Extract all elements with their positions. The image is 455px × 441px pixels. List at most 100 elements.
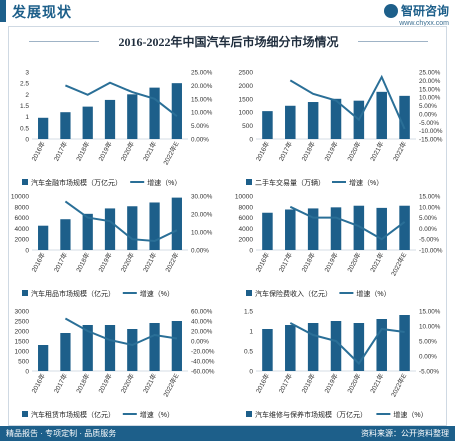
legend-line-label: 增速（%） [349, 178, 383, 187]
legend-bar-label: 汽车金融市场规模（万亿元） [31, 178, 122, 187]
x-tick-label: 2016年 [253, 371, 271, 394]
x-tick-label: 2022年E [161, 139, 181, 166]
x-tick-label: 2022年 [391, 139, 409, 162]
y-tick-label: 2500 [15, 319, 30, 326]
legend-bar-swatch [246, 290, 252, 296]
y2-tick-label: 10.00% [191, 110, 213, 117]
y-tick-label: 2000 [239, 83, 254, 90]
y-tick-label: 1 [249, 329, 253, 336]
chart-panel-auto-finance: 0 0.5 1 1.5 2 2.5 3 0.00% 5.00% 10.00% 15.00% 20.00… [20, 70, 213, 188]
y2-tick-label: 5.00% [419, 215, 437, 222]
x-tick-label: 2021年 [368, 250, 386, 273]
y2-tick-label: 20.00% [191, 212, 213, 219]
bar-2017年 [60, 219, 71, 250]
bar-2022年 [399, 95, 410, 139]
y-tick-label: 4000 [15, 226, 30, 233]
footer: 精品报告 · 专项定制 · 品质服务 资料来源：公开资料整理 [0, 426, 455, 441]
x-tick-label: 2019年 [96, 250, 114, 273]
y2-tick-label: 0.00% [191, 137, 209, 144]
y-tick-label: 2000 [15, 237, 30, 244]
bar-2016年 [262, 212, 273, 250]
y2-tick-label: 20.00% [191, 329, 213, 336]
brand-url: www.chyxx.com [399, 20, 449, 27]
x-tick-label: 2016年 [29, 371, 47, 394]
legend-line-label: 增速（%） [140, 410, 174, 419]
y2-tick-label: 60.00% [191, 309, 213, 316]
y2-tick-label: -20.00% [191, 349, 215, 356]
bar-2021年 [376, 207, 387, 250]
bar-2021年 [149, 323, 160, 371]
y2-tick-label: 0.00% [419, 226, 437, 233]
y-tick-label: 8000 [15, 204, 30, 211]
x-tick-label: 2020年 [118, 250, 136, 273]
y2-tick-label: -60.00% [191, 369, 215, 376]
bar-2017年 [285, 209, 296, 250]
y2-tick-label: 0.00% [191, 248, 209, 255]
y2-tick-label: 15.00% [419, 86, 441, 93]
y-tick-label: 4000 [239, 226, 254, 233]
chart-panel-auto-repair: 0 0.5 1 1.5 -5.00% 0.00% 5.00% 10.00% 15.00% 2016… [244, 309, 441, 420]
y2-tick-label: -10.00% [419, 128, 443, 135]
x-tick-label: 2017年 [276, 250, 294, 273]
bar-2020年 [127, 94, 138, 139]
x-tick-label: 2017年 [276, 371, 294, 394]
bar-2018年 [82, 106, 93, 139]
x-tick-label: 2018年 [74, 139, 92, 162]
growth-line [289, 74, 406, 130]
x-tick-label: 2019年 [96, 371, 114, 394]
header-accent-bar [0, 0, 6, 22]
y-tick-label: 0.5 [244, 349, 253, 356]
y-tick-label: 1.5 [244, 309, 253, 316]
x-tick-label: 2022年E [161, 371, 181, 398]
bar-2019年 [104, 325, 116, 371]
y-tick-label: 10000 [235, 194, 253, 201]
y2-tick-label: 0.00% [419, 111, 437, 118]
footer-source: 资料来源：公开资料整理 [361, 429, 449, 438]
y-tick-label: 2000 [239, 237, 254, 244]
y-tick-label: 6000 [15, 215, 30, 222]
x-tick-label: 2022年 [163, 250, 181, 273]
bar-2022年E [171, 321, 182, 371]
bar-2016年 [38, 345, 49, 371]
y-tick-label: 1500 [15, 339, 30, 346]
y2-tick-label: 10.00% [191, 230, 213, 237]
footer-slogan: 精品报告 · 专项定制 · 品质服务 [6, 429, 117, 438]
bar-2017年 [285, 105, 296, 139]
legend-bar-label: 汽车用品市场规模（亿元） [31, 289, 115, 298]
y2-tick-label: 5.00% [419, 339, 437, 346]
chart-frame: 2016-2022年中国汽车后市场细分市场情况 [8, 26, 447, 426]
legend-bar-label: 二手车交易量（万辆） [255, 178, 325, 187]
legend-bar-swatch [246, 179, 252, 185]
y2-tick-label: 15.00% [191, 96, 213, 103]
bar-2019年 [330, 98, 342, 139]
bar-2019年 [104, 208, 116, 250]
x-tick-label: 2016年 [253, 139, 271, 162]
y-tick-label: 1.5 [20, 103, 29, 110]
bar-2020年 [127, 329, 138, 371]
growth-line [65, 81, 178, 117]
legend-bar-label: 汽车租赁市场规模（亿元） [31, 410, 115, 419]
chart-panel-auto-rental: 0 500 1000 1500 2000 2500 3000 -60.00% -40.00% -2… [15, 309, 215, 420]
x-tick-label: 2021年 [368, 139, 386, 162]
x-tick-label: 2018年 [74, 371, 92, 394]
bar-2022年E [399, 315, 410, 371]
growth-line [64, 200, 178, 243]
growth-line [289, 205, 406, 241]
x-tick-label: 2017年 [51, 250, 69, 273]
bar-2018年 [307, 323, 319, 371]
y-tick-label: 0 [25, 137, 29, 144]
bar-2019年 [330, 321, 342, 371]
chart-panel-used-car: 0 500 1000 1500 2000 2500 -15.00% -10.00%-5.00%… [239, 70, 443, 188]
bar-2020年 [353, 205, 365, 250]
bar-2018年 [307, 102, 319, 139]
y2-tick-label: 15.00% [419, 309, 441, 316]
x-tick-label: 2020年 [118, 371, 136, 394]
bar-2018年 [82, 325, 93, 371]
legend-line-label: 增速（%） [393, 410, 427, 419]
bar-2021年 [376, 91, 387, 139]
bar-2022年 [171, 197, 182, 250]
header: 发展现状 智研咨询 www.chyxx.com [0, 0, 455, 27]
y2-tick-label: -15.00% [419, 137, 443, 144]
legend-line-label: 增速（%） [147, 178, 181, 187]
y-tick-label: 1000 [239, 110, 254, 117]
